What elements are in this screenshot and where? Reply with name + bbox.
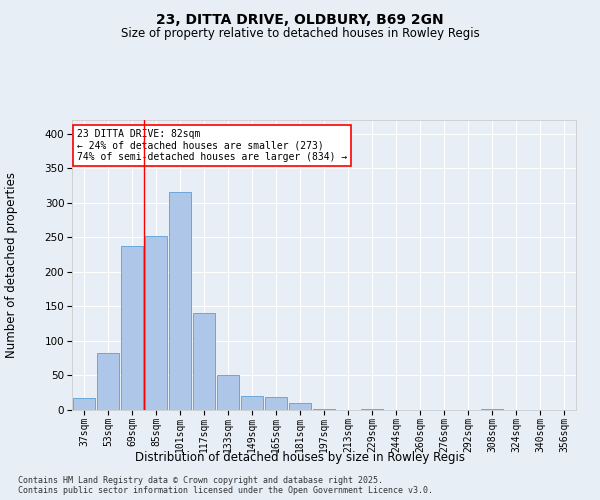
Bar [265,397,287,410]
Bar [73,398,95,410]
Bar [169,192,191,410]
Bar [313,408,335,410]
Bar [145,236,167,410]
Text: 23 DITTA DRIVE: 82sqm
← 24% of detached houses are smaller (273)
74% of semi-det: 23 DITTA DRIVE: 82sqm ← 24% of detached … [77,128,347,162]
Bar [241,396,263,410]
Bar [193,314,215,410]
Text: Distribution of detached houses by size in Rowley Regis: Distribution of detached houses by size … [135,451,465,464]
Bar [97,352,119,410]
Text: 23, DITTA DRIVE, OLDBURY, B69 2GN: 23, DITTA DRIVE, OLDBURY, B69 2GN [156,12,444,26]
Bar [289,403,311,410]
Text: Size of property relative to detached houses in Rowley Regis: Size of property relative to detached ho… [121,28,479,40]
Bar [121,246,143,410]
Text: Number of detached properties: Number of detached properties [5,172,19,358]
Bar [217,376,239,410]
Text: Contains HM Land Registry data © Crown copyright and database right 2025.
Contai: Contains HM Land Registry data © Crown c… [18,476,433,495]
